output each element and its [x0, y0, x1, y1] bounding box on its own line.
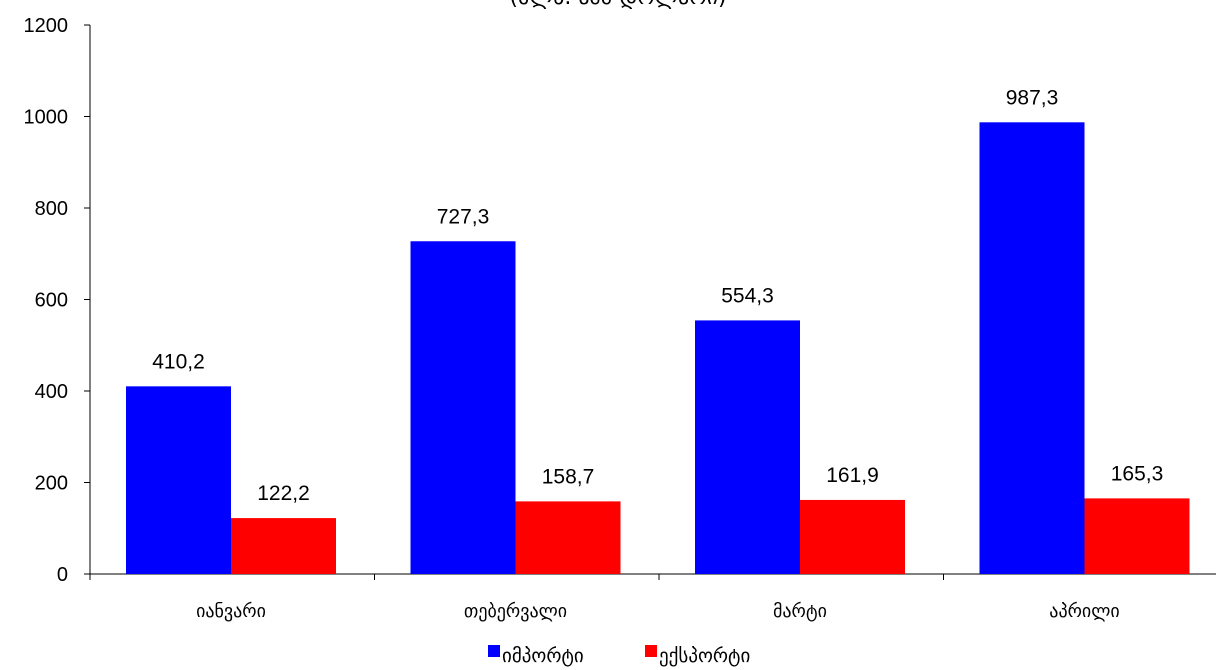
y-tick-label: 800: [35, 198, 68, 220]
x-axis: იანვარი თებერვალი მარტი აპრილი: [89, 573, 1216, 622]
x-tick-label: იანვარი: [196, 601, 266, 622]
data-label: 554,3: [721, 284, 774, 307]
bar-import: [126, 386, 231, 574]
bar-export: [515, 501, 621, 574]
x-tick-label: აპრილი: [1049, 601, 1119, 622]
legend-swatch: [645, 645, 657, 657]
y-tick-label: 600: [35, 290, 68, 312]
x-tick-label: მარტი: [773, 601, 827, 622]
data-label: 158,7: [542, 465, 595, 488]
data-label: 727,3: [437, 205, 490, 228]
data-label: 122,2: [257, 482, 310, 505]
bars: [126, 122, 1190, 575]
y-axis: 0 200 400 600 800 1000 1200: [24, 15, 91, 586]
legend-swatch: [488, 645, 500, 657]
y-tick-label: 1000: [24, 107, 69, 129]
bar-import: [979, 122, 1085, 575]
x-tick-label: თებერვალი: [464, 601, 567, 622]
bar-import: [695, 320, 800, 574]
data-label: 987,3: [1006, 86, 1059, 109]
data-label: 410,2: [152, 350, 205, 373]
bar-export: [231, 518, 336, 574]
legend-label: იმპორტი: [502, 645, 584, 667]
legend-label: ექსპორტი: [659, 645, 750, 667]
y-tick-label: 1200: [24, 15, 69, 37]
data-label: 165,3: [1111, 462, 1164, 485]
y-tick-label: 400: [35, 381, 68, 403]
data-labels: 410,2 727,3 554,3 987,3 122,2 158,7 161,9 165,3: [152, 86, 1163, 505]
chart-title: (მლნ. აშშ დოლარი): [509, 0, 726, 10]
bar-export: [800, 499, 905, 574]
bar-export: [1084, 498, 1190, 574]
data-label: 161,9: [826, 464, 879, 487]
legend: იმპორტი ექსპორტი: [488, 645, 750, 667]
bar-import: [410, 241, 516, 574]
y-tick-label: 0: [57, 564, 68, 586]
y-tick-label: 200: [35, 473, 68, 495]
